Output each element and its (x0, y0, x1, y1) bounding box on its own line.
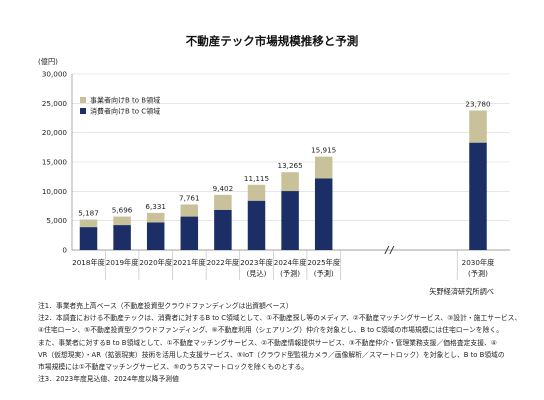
bar-segment-btob (314, 156, 333, 179)
y-tick-label: 30,000 (42, 70, 68, 79)
bar-segment-btoc (247, 200, 266, 250)
bar-segment-btob (113, 216, 131, 226)
x-tick-sublabel: (予測) (468, 269, 488, 278)
y-tick-label: 0 (62, 246, 67, 255)
bar-segment-btob (281, 172, 299, 192)
total-value-label: 5,187 (78, 209, 99, 218)
total-value-label: 6,331 (145, 202, 166, 211)
x-tick-sublabel: (予測) (314, 269, 334, 278)
source-credit: 矢野経済研究所調べ (429, 287, 494, 296)
x-tick-label: 2030年度 (462, 258, 495, 267)
y-tick-label: 20,000 (42, 128, 68, 137)
x-tick-label: 2020年度 (139, 258, 172, 267)
bar-segment-btoc (79, 227, 98, 250)
bar-segment-btoc (180, 216, 199, 250)
x-tick-sublabel: (予測) (280, 269, 300, 278)
y-tick-label: 10,000 (42, 187, 68, 196)
total-value-label: 11,115 (244, 174, 269, 183)
footnote-2: 注2．本調査における不動産テックは、消費者に対するB to C領域として、①不動… (38, 314, 522, 323)
bar-segment-btob (79, 219, 98, 228)
footnote-2-cont-1: ④住宅ローン、⑤不動産投資型クラウドファンディング、⑥不動産利用（シェアリング）… (38, 326, 503, 335)
total-value-label: 13,265 (278, 161, 303, 170)
y-tick-label: 5,000 (46, 216, 67, 225)
total-value-label: 15,915 (311, 146, 336, 155)
legend-label-btoc: 消費者向けB to C領域 (90, 107, 160, 116)
x-tick-label: 2018年度 (72, 258, 105, 267)
footnote-3: 注3．2023年度見込値、2024年度以降予測値 (38, 375, 179, 384)
total-value-label: 23,780 (465, 99, 491, 108)
bar-segment-btob (214, 194, 232, 210)
x-tick-label: 2024年度 (274, 258, 307, 267)
footnote-2-cont-3: VR（仮想現実）・AR（拡張現実）技術を活用した支援サービス、⑤IoT（クラウド… (38, 350, 505, 359)
x-tick-label: 2019年度 (106, 258, 139, 267)
bar-segment-btob (146, 212, 165, 223)
bar-segment-btoc (113, 225, 131, 250)
footnote-2-cont-2: また、事業者に対するB to B領域として、①不動産マッチングサービス、②不動産… (38, 338, 497, 347)
bar-segment-btoc (214, 209, 232, 250)
bar-segment-btoc (469, 142, 487, 250)
chart-title: 不動産テック市場規模推移と予測 (185, 34, 359, 48)
bar-segment-btob (180, 204, 199, 217)
total-value-label: 5,696 (112, 206, 133, 215)
y-axis-label: (億円) (38, 57, 58, 66)
axis-break-mark (389, 245, 395, 255)
x-tick-label: 2021年度 (173, 258, 206, 267)
total-value-label: 7,761 (179, 193, 200, 202)
y-tick-label: 15,000 (42, 158, 68, 167)
x-tick-label: 2022年度 (207, 258, 240, 267)
x-tick-label: 2025年度 (307, 258, 340, 267)
x-tick-sublabel: (見込) (247, 269, 267, 278)
legend-label-btob: 事業者向けB to B領域 (90, 96, 160, 105)
y-tick-label: 25,000 (42, 99, 68, 108)
footnote-1: 注1．事業者売上高ベース（不動産投資型クラウドファンディングは出資額ベース） (38, 302, 293, 310)
legend-swatch-btob (80, 97, 86, 103)
bar-segment-btoc (281, 191, 299, 250)
bar-segment-btob (469, 110, 487, 143)
bar-segment-btoc (314, 178, 333, 250)
bar-chart: 0 5,000 10,000 15,000 20,000 25,000 30,000 (億円)… (38, 57, 510, 280)
bar-segment-btoc (146, 222, 165, 250)
total-value-label: 9,402 (213, 184, 234, 193)
axis-break-mark (384, 245, 390, 255)
footnote-2-cont-4: 市場規模には①不動産マッチングサービス、⑤のうちスマートロックを除くものとする。 (38, 363, 309, 372)
legend-swatch-btoc (80, 108, 86, 114)
bar-segment-btob (247, 184, 266, 201)
x-tick-label: 2023年度 (240, 258, 273, 267)
footnotes: 注1．事業者売上高ベース（不動産投資型クラウドファンディングは出資額ベース） 注… (38, 300, 538, 385)
